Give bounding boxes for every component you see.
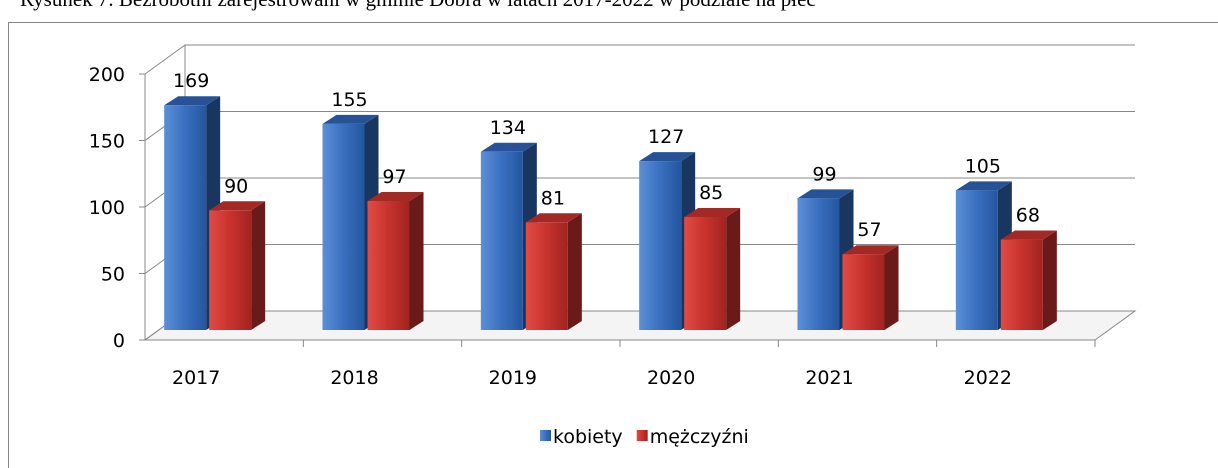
bar-front [639, 161, 682, 330]
value-label: 90 [224, 175, 248, 197]
y-tick-label: 200 [89, 64, 125, 86]
bar-side [884, 245, 899, 330]
y-tick-label: 50 [101, 264, 125, 286]
bar-top [480, 142, 537, 152]
y-tick-label: 100 [89, 197, 125, 219]
chart-border [8, 22, 1218, 468]
value-label: 169 [173, 70, 209, 92]
bar-top [639, 152, 696, 162]
grid-line [144, 44, 1135, 75]
bar-side [1042, 230, 1057, 330]
legend-swatch [540, 430, 551, 441]
bar [842, 245, 899, 330]
x-tick-label: 2020 [647, 367, 695, 389]
bar-top [322, 114, 379, 124]
bar-front [684, 216, 727, 330]
bar-top [797, 189, 854, 199]
bar-top [367, 191, 424, 201]
bar-top [1000, 230, 1057, 240]
bar [525, 213, 582, 330]
legend-label: mężczyźni [650, 426, 749, 448]
x-tick-label: 2019 [489, 367, 537, 389]
bar [209, 201, 266, 330]
bar-side [567, 213, 582, 330]
bar-top [525, 213, 582, 223]
x-tick-label: 2022 [964, 367, 1012, 389]
y-tick-label: 0 [113, 330, 125, 352]
bar-front [480, 151, 523, 330]
x-tick-label: 2018 [330, 367, 378, 389]
bar-front [842, 254, 885, 330]
value-label: 57 [857, 219, 881, 241]
chart-title: Rysunek 7. Bezrobotni zarejestrowani w g… [20, 0, 816, 11]
legend-swatch [636, 430, 648, 441]
value-label: 105 [965, 155, 1001, 177]
value-label: 99 [812, 163, 836, 185]
bar-side [726, 207, 741, 330]
bar [684, 207, 741, 330]
bar-front [955, 190, 998, 330]
bar-top [684, 207, 741, 217]
bar [367, 191, 424, 330]
bar-front [322, 123, 365, 330]
bar-top [955, 181, 1012, 191]
bar-front [367, 200, 410, 330]
bar-front [797, 198, 840, 330]
value-label: 134 [490, 117, 526, 139]
bar [1000, 230, 1057, 330]
bar-front [525, 222, 568, 330]
bar-front [164, 105, 207, 330]
value-label: 81 [541, 187, 565, 209]
value-label: 155 [331, 89, 367, 111]
x-tick-label: 2021 [805, 367, 853, 389]
value-label: 127 [648, 126, 684, 148]
x-tick-label: 2017 [172, 367, 220, 389]
bar-front [1000, 239, 1043, 330]
bar-front [209, 210, 252, 330]
value-label: 85 [699, 182, 723, 204]
bar-top [209, 201, 266, 211]
grid-line [144, 111, 1135, 141]
bar-side [409, 191, 424, 330]
y-tick-label: 150 [89, 131, 125, 153]
value-label: 97 [382, 166, 406, 188]
value-label: 68 [1016, 205, 1040, 227]
bar-side [251, 201, 266, 330]
bar-top [164, 96, 221, 106]
bar-top [842, 245, 899, 255]
legend-label: kobiety [553, 426, 623, 448]
